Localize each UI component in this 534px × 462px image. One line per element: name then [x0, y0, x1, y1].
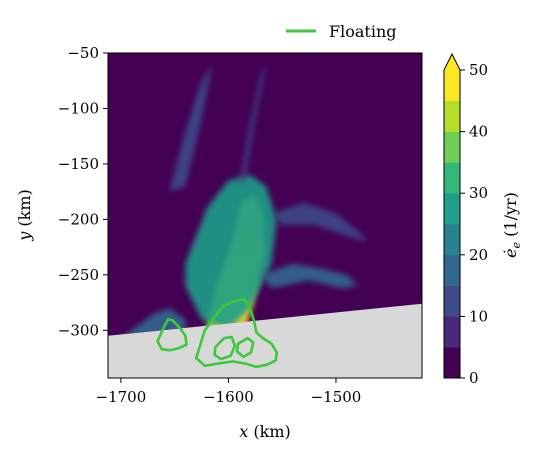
colorbar-tick-label: 30	[469, 184, 488, 202]
colorbar-frame	[443, 52, 461, 379]
y-tick-label: −200	[58, 210, 99, 228]
x-axis-label: x (km)	[239, 422, 290, 441]
y-tick-label: −150	[58, 155, 99, 173]
y-tick-label: −50	[67, 44, 99, 62]
x-axis: −1700 −1600 −1500	[96, 378, 362, 406]
legend: Floating	[286, 22, 396, 41]
colorbar-tick-label: 40	[469, 123, 488, 141]
x-tick-label: −1600	[203, 388, 254, 406]
floating-west	[156, 317, 188, 352]
floating-main	[194, 297, 279, 369]
y-tick-label: −300	[58, 321, 99, 339]
colorbar-tick-label: 20	[469, 246, 488, 264]
colorbar-segment	[444, 100, 460, 132]
colorbar-segment	[444, 224, 460, 256]
field-upstream-moderate	[185, 175, 277, 331]
colorbar-segment	[444, 285, 460, 317]
legend-floating-label: Floating	[329, 22, 396, 41]
x-tick-label: −1700	[96, 388, 147, 406]
colorbar-segment	[444, 131, 460, 163]
floating-inner-a	[213, 335, 237, 361]
colorbar-tick-label: 10	[469, 307, 488, 325]
colorbar-segment	[444, 254, 460, 286]
field-tributary-north-b	[239, 64, 267, 187]
colorbar-tick-label: 0	[469, 369, 479, 387]
colorbar-segment	[444, 316, 460, 348]
colorbar-segment	[444, 193, 460, 225]
colorbar-tick-label: 50	[469, 61, 488, 79]
floating-inner-b	[235, 336, 255, 359]
plot-frame	[107, 52, 423, 379]
colorbar: 0 10 20 30 40 50	[443, 52, 488, 387]
colorbar-segment	[444, 347, 460, 379]
colorbar-extend-arrow	[444, 54, 460, 70]
y-tick-label: −250	[58, 266, 99, 284]
field-shear-margin-east	[260, 263, 358, 289]
field-tributary-east	[271, 202, 369, 242]
colorbar-segment	[444, 70, 460, 102]
y-axis-label: y (km)	[15, 189, 34, 242]
plot-area	[107, 52, 423, 379]
colorbar-label: ėe (1/yr)	[501, 192, 523, 258]
x-tick-label: −1500	[311, 388, 362, 406]
floating-contours	[156, 297, 279, 369]
colorbar-segment	[444, 162, 460, 194]
y-tick-label: −100	[58, 99, 99, 117]
y-axis: −50 −100 −150 −200 −250 −300	[58, 44, 108, 339]
field-tributary-north-a	[169, 64, 213, 192]
strain-rate-field	[108, 53, 422, 336]
